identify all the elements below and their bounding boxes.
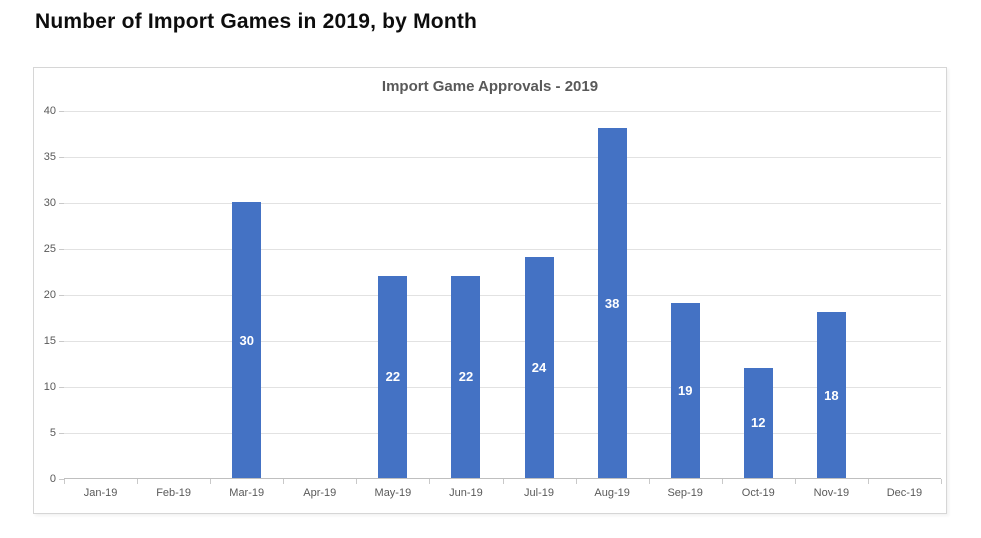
x-axis-category-label: Oct-19 bbox=[741, 487, 775, 499]
bar: 38 bbox=[597, 128, 627, 478]
gridline bbox=[64, 433, 941, 434]
y-axis-tick bbox=[59, 387, 64, 388]
x-axis-tick bbox=[721, 479, 723, 484]
bar-data-label: 19 bbox=[677, 383, 693, 399]
bar-data-label: 38 bbox=[604, 295, 620, 311]
bar: 12 bbox=[743, 367, 773, 478]
y-axis-tick-label: 25 bbox=[43, 243, 56, 255]
chart-frame: Import Game Approvals - 2019 0 5 10 15 20 25 3… bbox=[33, 67, 947, 514]
chart-title: Import Game Approvals - 2019 bbox=[381, 78, 599, 95]
gridline bbox=[64, 249, 941, 250]
y-axis-tick bbox=[59, 157, 64, 158]
gridline bbox=[64, 157, 941, 158]
x-axis-tick bbox=[794, 479, 796, 484]
bar-data-label: 30 bbox=[239, 332, 254, 348]
gridline bbox=[64, 295, 941, 296]
x-axis-tick bbox=[648, 479, 650, 484]
bar: 18 bbox=[816, 312, 846, 478]
x-axis-category-label: Sep-19 bbox=[667, 487, 703, 499]
x-axis-tick bbox=[137, 479, 139, 484]
page-title: Number of Import Games in 2019, by Month bbox=[35, 10, 478, 33]
y-axis-tick bbox=[59, 479, 64, 480]
y-axis-tick-label: 0 bbox=[49, 473, 56, 485]
y-axis-tick-label: 40 bbox=[43, 105, 56, 117]
x-axis-category-label: Mar-19 bbox=[229, 487, 265, 499]
y-axis-tick bbox=[59, 249, 64, 250]
y-axis-tick-label: 20 bbox=[43, 289, 56, 301]
y-axis-tick-label: 15 bbox=[43, 335, 56, 347]
x-axis-tick bbox=[64, 479, 65, 484]
x-axis-category-label: May-19 bbox=[374, 487, 412, 499]
bar-data-label: 22 bbox=[385, 369, 401, 385]
gridline bbox=[64, 387, 941, 388]
x-axis-category-label: Apr-19 bbox=[303, 487, 337, 499]
bar: 19 bbox=[670, 303, 700, 478]
y-axis-tick bbox=[59, 433, 64, 434]
y-axis-tick bbox=[59, 203, 64, 204]
bar-data-label: 22 bbox=[458, 369, 474, 385]
x-axis-category-label: Jul-19 bbox=[524, 487, 555, 499]
y-axis-tick bbox=[59, 111, 64, 112]
x-axis-tick bbox=[941, 479, 942, 484]
y-axis-tick-label: 30 bbox=[43, 197, 56, 209]
y-axis-tick-label: 35 bbox=[43, 151, 56, 163]
bar: 22 bbox=[451, 275, 481, 478]
x-axis-tick bbox=[867, 479, 869, 484]
gridline bbox=[64, 203, 941, 204]
plot-area: 0 5 10 15 20 25 30 35 40 Jan-19 Feb-19 Mar-19 30 Apr-… bbox=[44, 105, 942, 499]
x-axis-tick bbox=[210, 479, 212, 484]
bar: 30 bbox=[232, 202, 262, 478]
bar: 22 bbox=[378, 275, 408, 478]
x-axis-tick bbox=[283, 479, 285, 484]
y-axis-tick-label: 5 bbox=[49, 427, 56, 439]
y-axis-tick bbox=[59, 295, 64, 296]
bar-data-label: 18 bbox=[824, 387, 839, 403]
x-axis-category-label: Jun-19 bbox=[449, 487, 483, 499]
x-axis-tick bbox=[502, 479, 504, 484]
gridline bbox=[64, 341, 941, 342]
bar-data-label: 24 bbox=[531, 360, 547, 376]
y-axis-tick bbox=[59, 341, 64, 342]
x-axis-category-label: Aug-19 bbox=[594, 487, 630, 499]
bar: 24 bbox=[524, 257, 554, 478]
y-axis-tick-label: 10 bbox=[43, 381, 56, 393]
x-axis-category-label: Jan-19 bbox=[83, 487, 118, 499]
x-axis-tick bbox=[356, 479, 358, 484]
x-axis-tick bbox=[429, 479, 431, 484]
x-axis-category-label: Nov-19 bbox=[813, 487, 850, 499]
x-axis-tick bbox=[575, 479, 577, 484]
gridline bbox=[64, 111, 941, 112]
x-axis-category-label: Feb-19 bbox=[156, 487, 192, 499]
bar-data-label: 12 bbox=[751, 415, 766, 431]
x-axis-category-label: Dec-19 bbox=[886, 487, 923, 499]
